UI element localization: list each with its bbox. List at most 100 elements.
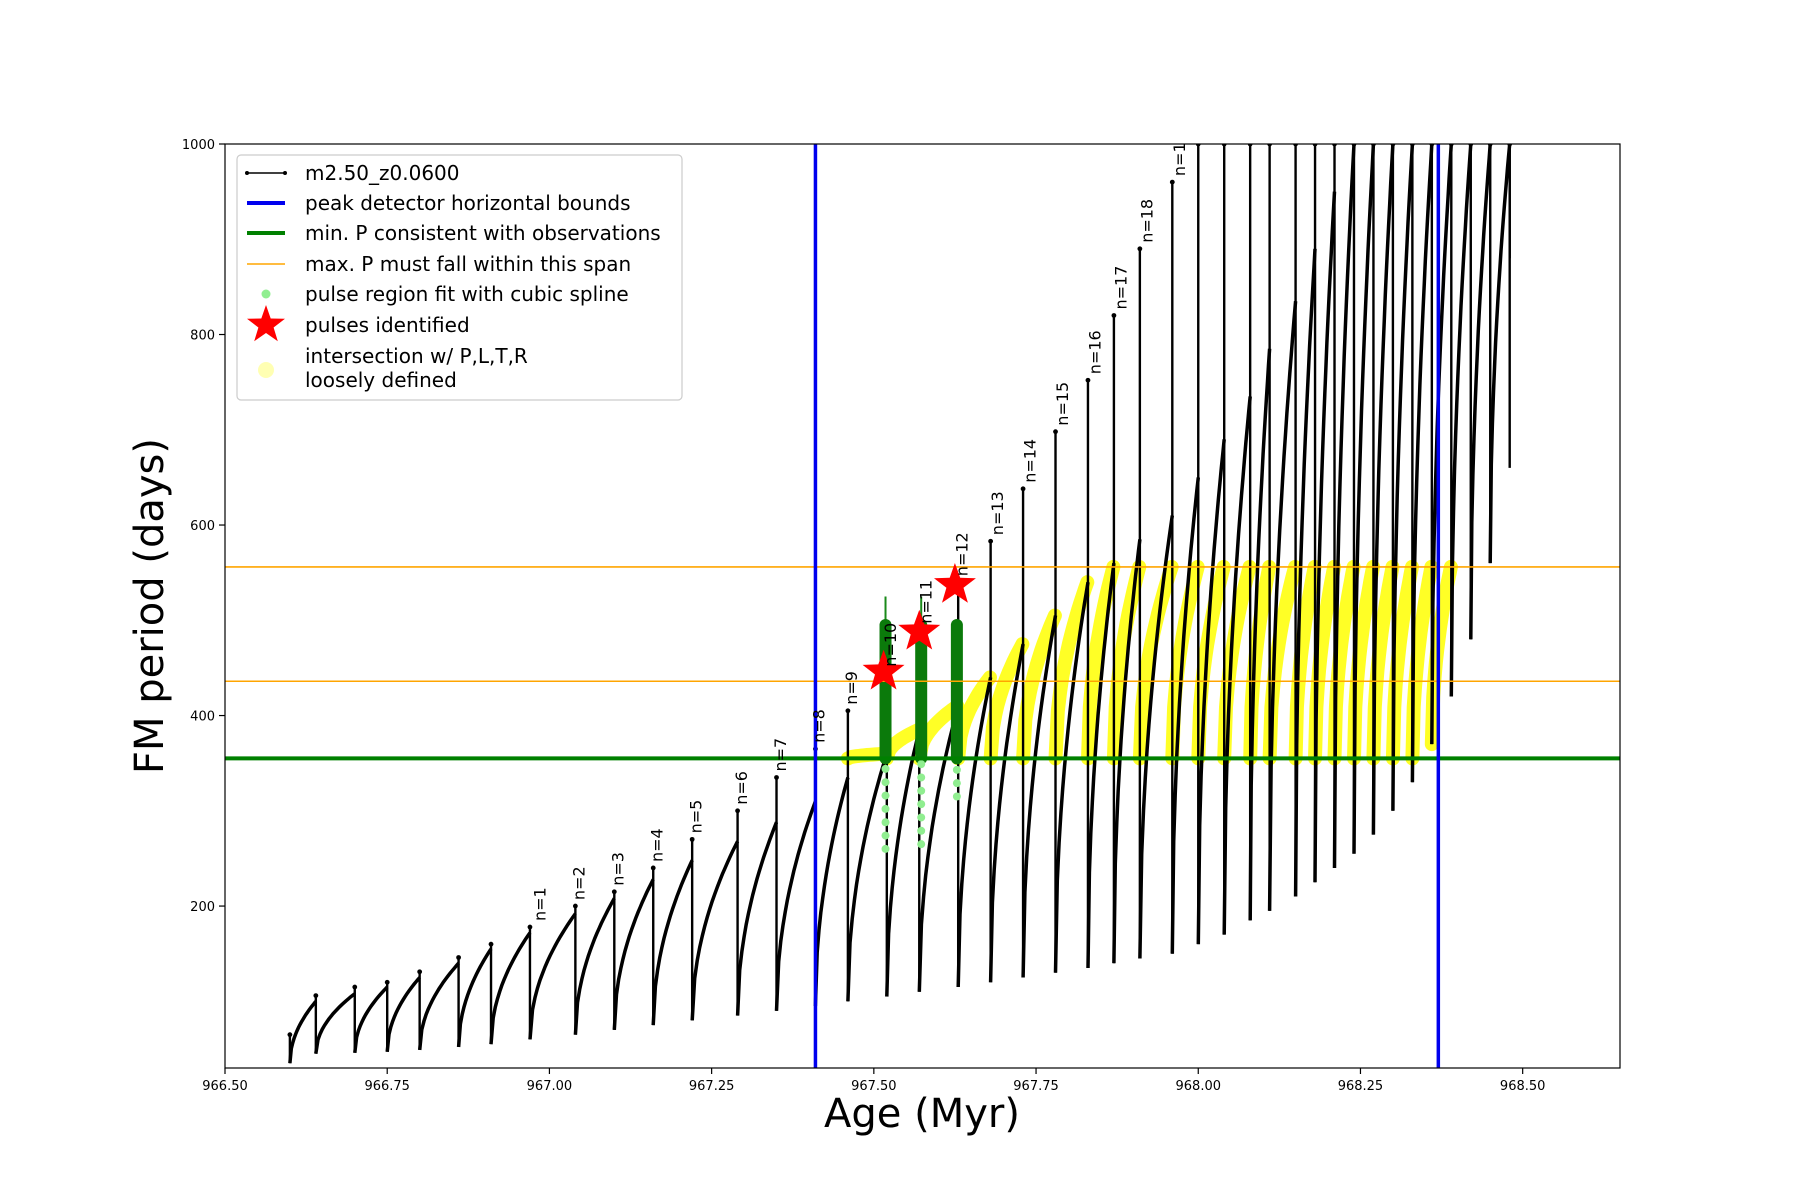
series-arc <box>353 985 389 1054</box>
spline-fit-point <box>917 800 926 809</box>
series-arc <box>1449 144 1473 697</box>
legend-label: loosely defined <box>305 368 457 392</box>
pulse-labels: n=1 n=2 n=3 n=4 n=5 n=6 n=7 n=8 n=9 n=10 n=11 n=12 n… <box>531 132 1189 921</box>
spline-fit-point <box>881 778 890 787</box>
series-arc <box>1313 191 1337 883</box>
legend-swatch-dot <box>283 171 287 175</box>
pulse-spike-top <box>988 538 994 544</box>
legend-label: pulses identified <box>305 313 470 337</box>
legend-swatch-dot <box>245 171 249 175</box>
series-arc <box>573 897 616 1035</box>
pulse-spike-top <box>527 924 533 930</box>
series-arc <box>1488 144 1512 564</box>
spline-fits <box>879 596 963 853</box>
series-arc <box>1021 615 1058 978</box>
spline-fit-point <box>952 792 961 801</box>
legend-swatch-star <box>247 305 285 342</box>
intersection-segment <box>951 670 997 766</box>
spline-fit-point <box>881 844 890 853</box>
pulse-label: n=18 <box>1137 199 1156 243</box>
series-arc <box>774 800 818 1011</box>
axes-frame <box>224 143 1621 1069</box>
pulse-label: n=12 <box>952 532 971 576</box>
pulse-spike-top <box>650 865 656 871</box>
pulse-spike-top <box>1020 486 1026 492</box>
identified-pulse-star <box>862 649 905 690</box>
pulse-spike-top <box>845 708 851 714</box>
pulse-label: n=16 <box>1085 330 1104 374</box>
series-arc <box>1267 301 1298 911</box>
series-arc <box>885 729 922 997</box>
y-tick-label: 200 <box>190 900 215 915</box>
x-tick-label: 967.00 <box>527 1079 573 1094</box>
series-arc <box>1138 515 1175 959</box>
axis-ticks: 966.50 966.75 967.00 967.25 967.50 967.75 968.… <box>182 138 1546 1094</box>
series-arc <box>489 931 532 1045</box>
series-arc <box>1410 144 1434 783</box>
identified-pulse-star <box>934 563 976 603</box>
legend-label: pulse region fit with cubic spline <box>305 282 629 306</box>
pulse-spike-top <box>1169 179 1175 185</box>
y-tick-label: 600 <box>190 519 215 534</box>
intersection-segment <box>983 637 1030 766</box>
x-tick-label: 968.25 <box>1338 1079 1384 1094</box>
spline-fit-point <box>881 818 890 827</box>
spline-fit-point <box>881 831 890 840</box>
pulse-spike-top <box>313 993 319 999</box>
legend-label: m2.50_z0.0600 <box>305 161 460 185</box>
series-arc <box>528 912 577 1040</box>
series-arc <box>813 777 850 1007</box>
spline-fit-point <box>917 826 926 835</box>
spline-fit-point <box>881 764 890 773</box>
x-tick-label: 968.00 <box>1176 1079 1222 1094</box>
intersection-segment <box>1048 575 1095 766</box>
series-m2-50-z0-0600 <box>287 144 1513 1064</box>
series-arc <box>690 840 740 1021</box>
pulse-label: n=19 <box>1170 132 1189 176</box>
identified-pulse-star <box>898 609 941 650</box>
series-arc <box>846 753 889 1002</box>
x-tick-label: 967.25 <box>689 1079 735 1094</box>
series-arc <box>1196 439 1226 945</box>
pulse-label: n=4 <box>648 828 667 862</box>
y-axis-label: FM period (days) <box>127 438 173 774</box>
series-arc <box>1352 144 1376 854</box>
pulse-label: n=14 <box>1021 439 1040 483</box>
legend-box <box>236 154 683 401</box>
x-axis-label: Age (Myr) <box>824 1091 1020 1137</box>
pulse-spike-top <box>774 775 779 780</box>
pulse-label: n=6 <box>732 771 751 805</box>
spline-fit-point <box>881 791 890 800</box>
legend-swatch <box>258 362 274 378</box>
pulse-spike-top <box>1053 429 1058 435</box>
legend-label: min. P consistent with observations <box>305 221 661 245</box>
series-arc <box>1469 144 1492 640</box>
legend-label: intersection w/ P,L,T,R <box>305 344 528 368</box>
series-arc <box>1332 144 1356 869</box>
pulse-label: n=5 <box>686 800 705 834</box>
spline-fit-point <box>917 786 926 795</box>
legend-label: peak detector horizontal bounds <box>305 191 631 215</box>
pulse-label: n=2 <box>570 866 589 900</box>
pulse-label: n=15 <box>1053 382 1072 426</box>
x-tick-label: 967.50 <box>851 1079 897 1094</box>
intersection-segment <box>1424 559 1458 752</box>
pulse-label: n=7 <box>771 738 790 772</box>
spline-fit-point <box>952 765 961 774</box>
pulse-spike-top <box>417 969 423 975</box>
series-arc <box>988 643 1025 983</box>
plot-area: n=1 n=2 n=3 n=4 n=5 n=6 n=7 n=8 n=9 n=10 n=11 n=12 n… <box>225 132 1620 1068</box>
pulse-spike-top <box>735 808 740 814</box>
spline-fit-point <box>917 760 926 769</box>
pulse-spike-top <box>572 903 578 909</box>
pulse-spike-top <box>1137 246 1143 252</box>
series-arc <box>456 947 493 1048</box>
series-arc <box>1293 248 1317 897</box>
pulse-label: n=13 <box>988 491 1007 535</box>
series-arc <box>385 976 421 1052</box>
pulse-label: n=3 <box>609 852 628 886</box>
series-arc <box>288 1000 318 1064</box>
x-tick-label: 966.50 <box>202 1079 248 1094</box>
